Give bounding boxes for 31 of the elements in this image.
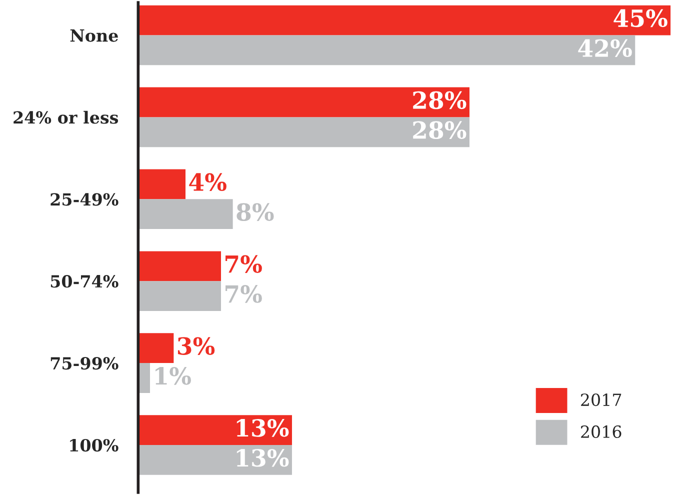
legend-label: 2016 xyxy=(581,425,622,438)
bar xyxy=(138,5,671,36)
data-label: 7% xyxy=(226,255,262,273)
data-label: 1% xyxy=(156,366,191,385)
data-label: 13% xyxy=(236,448,289,467)
bar xyxy=(138,251,221,282)
bar xyxy=(138,199,233,230)
y-tick-label: 50-74% xyxy=(50,275,118,288)
data-label: 45% xyxy=(614,9,668,28)
data-label: 4% xyxy=(189,173,226,192)
y-tick-label: 100% xyxy=(70,438,118,452)
data-label: 28% xyxy=(413,121,466,140)
data-label: 3% xyxy=(178,337,215,355)
data-label: 42% xyxy=(578,39,632,58)
y-tick-label: 75-99% xyxy=(50,357,118,370)
legend-label: 2017 xyxy=(581,393,622,406)
data-label: 13% xyxy=(236,419,289,437)
bar xyxy=(138,169,186,200)
bar xyxy=(138,333,174,364)
data-label: 28% xyxy=(413,91,466,110)
y-tick-label: None xyxy=(70,29,118,42)
y-tick-label: 25-49% xyxy=(50,193,118,206)
bar xyxy=(138,35,636,66)
bar xyxy=(138,444,292,475)
y-tick-label: 24% or less xyxy=(14,110,118,124)
bar xyxy=(138,281,221,312)
data-label: 8% xyxy=(236,203,274,221)
data-label: 7% xyxy=(226,285,262,303)
bar xyxy=(138,415,292,445)
bar xyxy=(138,117,470,148)
bar xyxy=(138,87,470,118)
